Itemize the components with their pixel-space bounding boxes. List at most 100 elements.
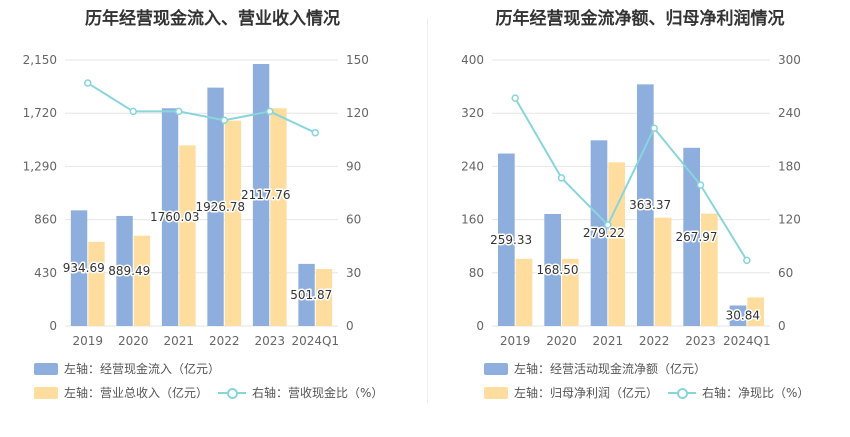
x-axis-category-label: 2024Q1 xyxy=(723,334,771,348)
legend-line-icon xyxy=(668,387,696,399)
right-axis-tick-label: 300 xyxy=(778,53,801,67)
x-axis-category-label: 2019 xyxy=(72,334,103,348)
ratio-point xyxy=(266,107,274,116)
x-axis-category-label: 2020 xyxy=(546,334,577,348)
bar-primary xyxy=(497,153,515,326)
chart-svg-right: 0 0 80 60 160 120 240 180 320 240 400 300 2019 2020 20… xyxy=(461,53,801,348)
bar-primary xyxy=(252,63,270,326)
chart-svg-left: 0 0 430 30 860 60 1,290 90 1,720 120 2,150 150 2019 2… xyxy=(23,53,369,348)
bar-primary xyxy=(207,87,224,326)
left-axis-tick-label: 430 xyxy=(34,266,57,280)
bar-secondary xyxy=(562,258,579,326)
bar-primary xyxy=(70,210,88,326)
right-axis-tick-label: 30 xyxy=(346,266,361,280)
bar-primary xyxy=(636,84,654,326)
bar-data-label: 363.37 xyxy=(629,198,671,212)
x-axis-category-label: 2024Q1 xyxy=(291,334,339,348)
bar-data-label: 168.50 xyxy=(537,263,579,277)
x-axis-category-label: 2020 xyxy=(118,334,149,348)
ratio-point xyxy=(604,221,612,229)
legend-item-line[interactable]: 右轴：营收现金比（%） xyxy=(218,384,383,401)
chart-panel-left: 历年经营现金流入、营业收入情况 0 0 430 30 860 60 1,290 90 1,720… xyxy=(23,9,384,401)
chart-panel-right: 历年经营现金流净额、归母净利润情况 0 0 80 60 160 120 240 180 320 2… xyxy=(430,0,850,437)
bar-secondary xyxy=(270,108,287,326)
ratio-point xyxy=(220,116,228,125)
chart-title: 历年经营现金流净额、归母净利润情况 xyxy=(495,9,785,29)
right-axis-tick-label: 60 xyxy=(778,266,793,280)
right-axis-tick-label: 90 xyxy=(346,159,361,173)
legend-label: 左轴：营业总收入（亿元） xyxy=(64,386,209,400)
right-axis-tick-label: 240 xyxy=(778,106,801,120)
legend-swatch-orange xyxy=(484,386,508,399)
legend-item-bar2[interactable]: 左轴：营业总收入（亿元） xyxy=(34,384,208,401)
left-axis-tick-label: 0 xyxy=(49,319,57,333)
left-axis-tick-label: 400 xyxy=(461,53,484,67)
ratio-line xyxy=(87,82,316,134)
left-axis-tick-label: 1,290 xyxy=(23,159,57,173)
bar-data-label: 889.49 xyxy=(108,264,150,278)
ratio-point xyxy=(511,94,519,102)
legend-item-line[interactable]: 右轴：净现比（%） xyxy=(668,384,809,401)
legend-label: 左轴：经营现金流入（亿元） xyxy=(64,362,221,376)
bar-secondary xyxy=(179,145,196,326)
bar-primary xyxy=(729,305,747,326)
ratio-line xyxy=(514,97,748,261)
bar-primary xyxy=(161,108,179,326)
left-axis-tick-label: 860 xyxy=(34,213,57,227)
right-axis-tick-label: 120 xyxy=(346,106,369,120)
left-axis-tick-label: 2,150 xyxy=(23,53,57,67)
ratio-point xyxy=(696,181,705,189)
bar-primary xyxy=(298,263,315,326)
bar-secondary xyxy=(654,217,672,326)
left-axis-tick-label: 0 xyxy=(476,319,484,333)
x-axis-category-label: 2021 xyxy=(163,334,194,348)
x-axis-category-label: 2019 xyxy=(500,334,531,348)
bar-data-label: 934.69 xyxy=(63,261,105,275)
panel-divider xyxy=(427,18,428,403)
bar-secondary xyxy=(701,213,718,326)
right-axis-tick-label: 0 xyxy=(778,319,786,333)
left-axis-tick-label: 1,720 xyxy=(23,106,57,120)
bar-secondary xyxy=(608,162,626,326)
legend-item-bar1[interactable]: 左轴：经营现金流入（亿元） xyxy=(34,360,220,377)
legend-item-bar1[interactable]: 左轴：经营活动现金流净额（亿元） xyxy=(484,360,706,377)
bar-data-label: 279.22 xyxy=(583,226,625,240)
legend-label: 左轴：经营活动现金流净额（亿元） xyxy=(514,362,707,376)
right-axis-tick-label: 180 xyxy=(778,159,801,173)
right-axis-tick-label: 0 xyxy=(346,319,354,333)
right-axis-tick-label: 120 xyxy=(778,213,801,227)
ratio-point xyxy=(311,128,319,137)
left-axis-tick-label: 240 xyxy=(461,159,484,173)
bar-secondary xyxy=(315,269,333,326)
legend-label: 右轴：营收现金比（%） xyxy=(252,386,384,400)
legend-label: 左轴：归母净利润（亿元） xyxy=(514,386,659,400)
bar-secondary xyxy=(88,241,105,326)
bar-data-label: 1760.03 xyxy=(150,210,200,224)
bar-data-label: 501.87 xyxy=(290,288,332,302)
legend-swatch-blue xyxy=(34,362,58,375)
x-axis-category-label: 2023 xyxy=(254,334,285,348)
bar-secondary xyxy=(133,235,151,326)
x-axis-category-label: 2022 xyxy=(209,334,240,348)
bar-data-label: 30.84 xyxy=(726,308,760,322)
right-axis-tick-label: 60 xyxy=(346,213,361,227)
x-axis-category-label: 2021 xyxy=(593,334,624,348)
bar-secondary xyxy=(515,258,533,326)
bar-primary xyxy=(683,147,700,326)
right-axis-tick-label: 150 xyxy=(346,53,369,67)
bar-secondary xyxy=(224,120,242,326)
ratio-point xyxy=(84,79,92,87)
bar-secondary xyxy=(747,297,765,326)
bar-data-label: 1926.78 xyxy=(195,200,245,214)
bar-primary xyxy=(544,213,561,326)
left-axis-tick-label: 160 xyxy=(461,213,484,227)
legend-item-bar2[interactable]: 左轴：归母净利润（亿元） xyxy=(484,384,658,401)
bar-primary xyxy=(590,140,608,326)
legend-swatch-blue xyxy=(484,362,508,375)
bar-data-label: 2117.76 xyxy=(241,188,291,202)
left-axis-tick-label: 80 xyxy=(469,266,484,280)
ratio-point xyxy=(557,174,566,182)
ratio-point xyxy=(175,107,183,116)
x-axis-category-label: 2023 xyxy=(685,334,716,348)
ratio-point xyxy=(129,107,137,116)
